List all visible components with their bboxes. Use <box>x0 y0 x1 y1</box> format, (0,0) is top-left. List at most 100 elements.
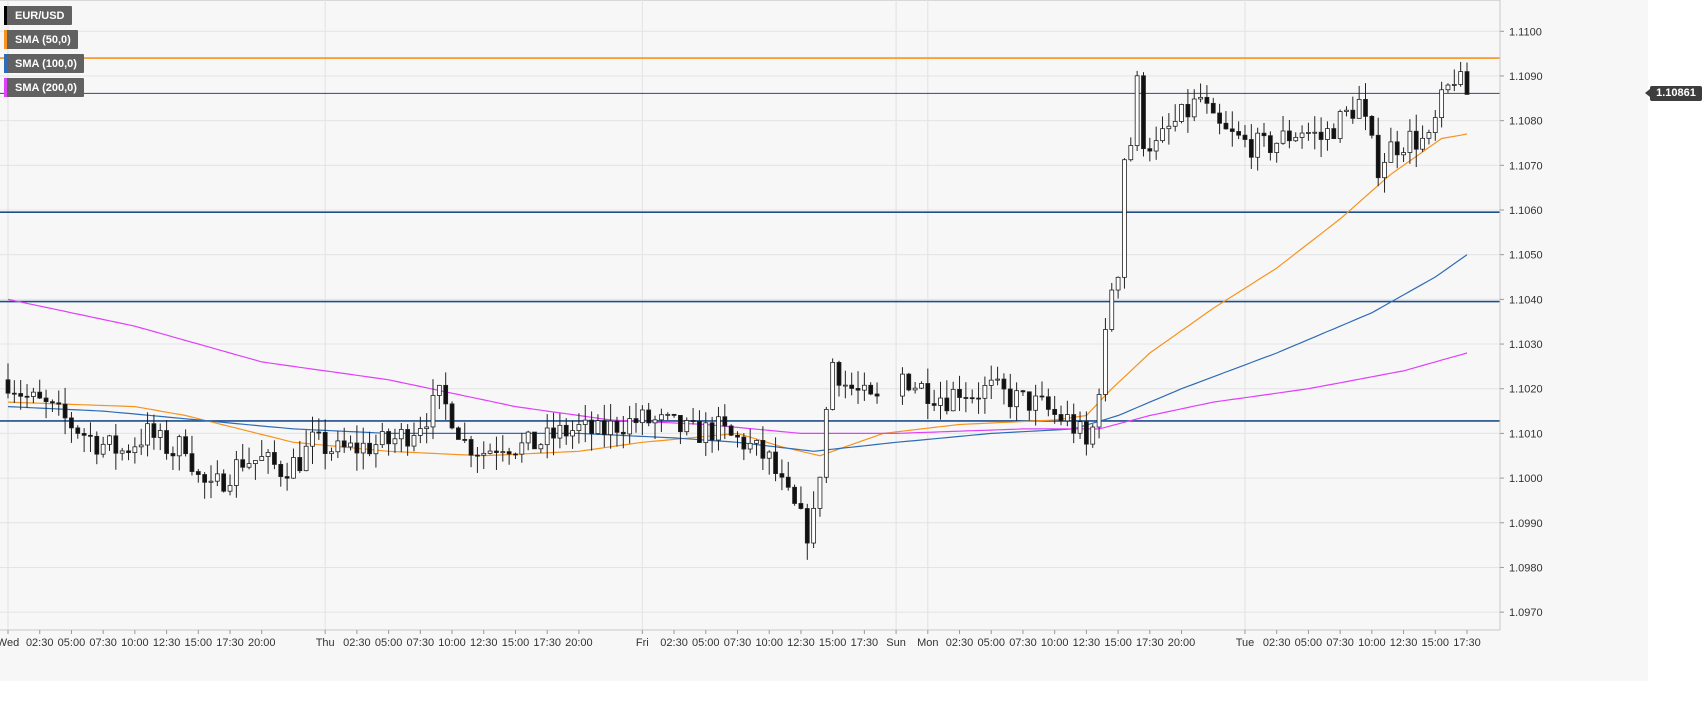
time-tick-label: 12:30 <box>1073 637 1101 649</box>
candle-body <box>259 456 265 461</box>
candle-body <box>741 436 747 450</box>
candle-body <box>62 403 68 419</box>
candle-body <box>690 420 696 422</box>
legend-item-sma50[interactable]: SMA (50,0) <box>4 30 78 49</box>
candle-body <box>202 474 208 483</box>
candle-body <box>665 413 671 416</box>
candle-body <box>1217 112 1222 124</box>
candle-body <box>919 383 924 389</box>
candle-body <box>728 425 734 436</box>
candle-body <box>1014 390 1019 408</box>
legend-item-sma200[interactable]: SMA (200,0) <box>4 78 84 97</box>
candle-body <box>1248 139 1254 158</box>
time-tick-label: Wed <box>0 637 19 649</box>
candle-body <box>113 435 119 454</box>
time-tick-label: 07:30 <box>1326 637 1354 649</box>
candle-body <box>75 427 81 434</box>
candle-body <box>1103 329 1108 395</box>
candle-body <box>43 397 49 403</box>
candle-body <box>1331 128 1337 139</box>
candle-body <box>69 417 74 429</box>
candle-body <box>900 373 905 397</box>
candle-body <box>278 464 284 477</box>
candle-body <box>766 451 772 459</box>
price-axis[interactable]: 1.0970 1.0980 1.0990 1.1000 1.1010 1.1020 1.10… <box>1499 0 1648 681</box>
candle-body <box>56 402 62 405</box>
candle-body <box>1084 421 1089 445</box>
candle-body <box>678 415 683 433</box>
candle-body <box>291 457 296 479</box>
time-tick-label: 05:00 <box>1295 637 1323 649</box>
candle-body <box>1141 75 1146 150</box>
candle-body <box>1045 396 1051 410</box>
time-tick-label: 12:30 <box>787 637 815 649</box>
candle-body <box>957 388 962 398</box>
time-tick-label: 12:30 <box>470 637 498 649</box>
price-tick-label: 1.0980 <box>1509 562 1543 574</box>
time-tick-label: Fri <box>636 637 649 649</box>
candle-body <box>132 446 138 454</box>
candle-body <box>1134 75 1140 146</box>
candle-body <box>227 485 233 492</box>
candle-body <box>18 393 24 397</box>
candle-body <box>944 397 950 412</box>
candle-body <box>804 508 810 544</box>
candle-body <box>563 424 569 437</box>
candle-body <box>138 444 144 448</box>
candle-body <box>233 459 239 486</box>
candle-body <box>557 424 563 439</box>
candle-body <box>253 460 258 464</box>
candle-body <box>240 459 246 468</box>
candle-body <box>976 397 981 400</box>
time-tick-label: 02:30 <box>946 637 974 649</box>
time-tick-label: 07:30 <box>1009 637 1037 649</box>
candle-body <box>620 431 626 435</box>
legend-swatch <box>4 6 7 25</box>
time-tick-label: 12:30 <box>1390 637 1418 649</box>
candle-body <box>779 473 785 478</box>
candle-body <box>811 507 816 544</box>
candle-body <box>862 384 867 391</box>
candle-body <box>176 436 182 457</box>
candle-body <box>868 384 874 395</box>
time-tick-label: 15:00 <box>1422 637 1450 649</box>
price-tick-label: 1.1090 <box>1509 71 1543 83</box>
candle-body <box>494 450 499 453</box>
candle-body <box>360 442 366 454</box>
candle-body <box>430 395 436 428</box>
candle-body <box>1223 122 1229 130</box>
candle-body <box>1020 390 1026 393</box>
last-price-tag: 1.10861 <box>1645 86 1702 102</box>
candle-body <box>392 438 398 445</box>
candle-body <box>1337 111 1343 139</box>
candle-body <box>988 379 994 386</box>
candle-body <box>716 416 721 441</box>
candle-body <box>760 440 766 459</box>
time-tick-label: 02:30 <box>343 637 371 649</box>
candle-body <box>126 450 131 454</box>
candle-body <box>310 431 315 447</box>
candle-body <box>1426 132 1432 139</box>
legend-swatch <box>4 54 7 73</box>
time-tick-label: 02:30 <box>26 637 54 649</box>
legend-item-eurusd[interactable]: EUR/USD <box>4 6 72 25</box>
candle-body <box>519 442 525 455</box>
candle-body <box>1052 408 1058 415</box>
legend-item-sma100[interactable]: SMA (100,0) <box>4 54 84 73</box>
legend-label: SMA (200,0) <box>15 81 77 94</box>
candle-body <box>1299 132 1305 138</box>
candle-body <box>792 486 797 504</box>
candle-body <box>582 419 588 425</box>
candle-body <box>836 362 842 386</box>
candle-body <box>849 384 855 389</box>
candle-body <box>995 378 1000 381</box>
time-tick-label: 07:30 <box>407 637 435 649</box>
candle-body <box>544 427 550 446</box>
candle-body <box>1382 161 1387 179</box>
time-axis[interactable]: Wed 02:30 05:00 07:30 10:00 12:30 15:00 17:30 20… <box>0 629 1500 649</box>
time-tick-label: 20:00 <box>248 637 276 649</box>
candle-body <box>1458 71 1464 85</box>
candle-body <box>1445 84 1451 91</box>
